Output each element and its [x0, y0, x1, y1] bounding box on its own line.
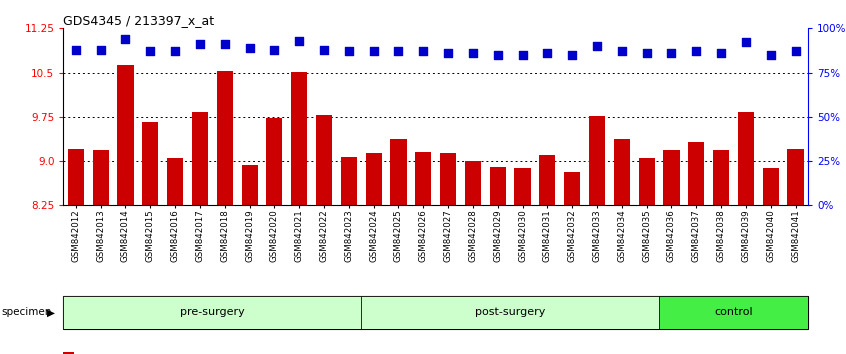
Text: GDS4345 / 213397_x_at: GDS4345 / 213397_x_at [63, 14, 215, 27]
Bar [266, 118, 283, 205]
Bar [613, 139, 630, 205]
Bar [92, 150, 109, 205]
Text: pre-surgery: pre-surgery [180, 307, 244, 318]
Bar [241, 165, 258, 205]
Text: control: control [714, 307, 753, 318]
Point [317, 47, 331, 52]
Point [193, 41, 206, 47]
Bar [316, 115, 332, 205]
Point [442, 50, 455, 56]
Point [466, 50, 480, 56]
Text: post-surgery: post-surgery [475, 307, 546, 318]
Bar [539, 155, 556, 205]
Bar [738, 112, 754, 205]
Point [218, 41, 232, 47]
Bar [440, 153, 456, 205]
Point [665, 50, 678, 56]
Point [94, 47, 107, 52]
Point [367, 48, 381, 54]
Point [392, 48, 405, 54]
Point [267, 47, 281, 52]
Bar [564, 172, 580, 205]
Bar [490, 167, 506, 205]
Point [565, 52, 579, 58]
Bar [192, 112, 208, 205]
Bar [291, 72, 307, 205]
Bar [659, 296, 808, 329]
Bar [68, 149, 84, 205]
Point [640, 50, 653, 56]
Point [591, 43, 604, 49]
Point [714, 50, 728, 56]
Text: specimen: specimen [2, 307, 52, 318]
Point [739, 40, 753, 45]
Bar [118, 65, 134, 205]
Point [788, 48, 802, 54]
Bar [365, 153, 382, 205]
Bar [589, 116, 605, 205]
Bar [688, 142, 705, 205]
Text: ▶: ▶ [47, 307, 55, 318]
Bar [63, 296, 361, 329]
Point [243, 45, 256, 51]
Point [516, 52, 530, 58]
Bar [713, 150, 729, 205]
Bar [167, 158, 184, 205]
Point [168, 48, 182, 54]
Bar [762, 168, 779, 205]
Point [118, 36, 132, 42]
Point [144, 48, 157, 54]
Bar [341, 157, 357, 205]
Bar [788, 149, 804, 205]
Bar [514, 168, 530, 205]
Point [615, 48, 629, 54]
Bar [663, 150, 679, 205]
Bar [390, 139, 407, 205]
Point [342, 48, 355, 54]
Point [541, 50, 554, 56]
Point [491, 52, 504, 58]
Bar [639, 158, 655, 205]
Point [416, 48, 430, 54]
Bar [464, 161, 481, 205]
Point [69, 47, 83, 52]
Bar [142, 121, 158, 205]
Point [689, 48, 703, 54]
Point [293, 38, 306, 44]
Bar [217, 72, 233, 205]
Bar [415, 152, 431, 205]
Point [764, 52, 777, 58]
Bar [361, 296, 659, 329]
